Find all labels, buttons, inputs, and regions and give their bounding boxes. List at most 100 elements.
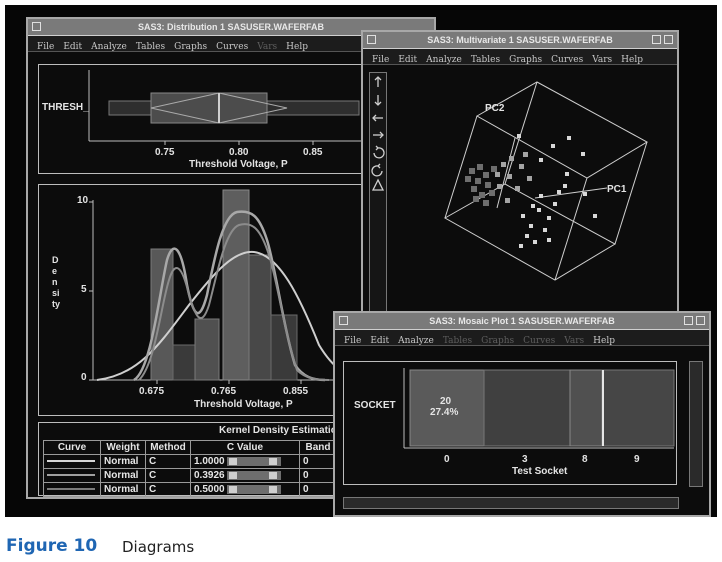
menu-file[interactable]: File [37, 42, 55, 52]
c-value-slider[interactable] [227, 470, 282, 480]
menu-curves[interactable]: Curves [216, 42, 249, 52]
curve-line-1 [47, 460, 95, 462]
kde-band: 0 [299, 454, 337, 469]
kde-table: Curve Weight Method C Value Band Normal … [43, 440, 337, 497]
box-plot-panel: THRESH_ 0.75 0.80 0.85 Threshold Voltage… [38, 64, 368, 174]
mosaic-cell-percent: 27.4% [430, 407, 459, 418]
menu-edit[interactable]: Edit [63, 42, 83, 52]
density-x-axis-label: Threshold Voltage, P [194, 399, 293, 410]
density-histogram[interactable] [39, 185, 369, 417]
menu-graphs[interactable]: Graphs [481, 336, 515, 346]
table-row[interactable]: Normal C 0.5000 0 [43, 482, 337, 497]
kde-col-curve: Curve [43, 440, 101, 455]
kde-weight: Normal [100, 468, 146, 483]
box-plot[interactable] [39, 65, 369, 175]
rotate-reverse-icon [371, 165, 383, 177]
distribution-window-title: SAS3: Distribution 1 SASUSER.WAFERFAB [137, 22, 325, 32]
maximize-button[interactable] [696, 316, 705, 325]
kde-c-value-cell: 0.5000 [190, 482, 300, 497]
mosaic-y-axis-label: SOCKET [354, 400, 396, 411]
box-xtick-0.75: 0.75 [155, 147, 175, 158]
menu-tables[interactable]: Tables [135, 42, 166, 52]
menu-curves[interactable]: Curves [523, 336, 556, 346]
window-menu-button[interactable] [32, 22, 41, 31]
mosaic-window: SAS3: Mosaic Plot 1 SASUSER.WAFERFAB Fil… [333, 311, 711, 517]
mosaic-category-0: 0 [444, 454, 450, 465]
menu-help[interactable]: Help [593, 336, 615, 346]
menu-edit[interactable]: Edit [370, 336, 390, 346]
mosaic-plot-panel: SOCKET 20 27.4% 0 3 8 9 Test Socket [343, 361, 677, 485]
menu-graphs[interactable]: Graphs [174, 42, 208, 52]
kde-c-value: 0.3926 [194, 470, 225, 481]
kde-c-value-cell: 0.3926 [190, 468, 300, 483]
kde-table-title: Kernel Density Estimation [219, 425, 343, 436]
density-plot-panel: 10 5 0 Density 0.675 0.765 0.855 Thresho… [38, 184, 368, 416]
menu-vars[interactable]: Vars [257, 42, 278, 52]
minimize-button[interactable] [652, 35, 661, 44]
table-row[interactable]: Normal C 0.3926 0 [43, 468, 337, 483]
kde-col-weight: Weight [100, 440, 146, 455]
density-ytick-10: 10 [77, 195, 89, 206]
menu-curves[interactable]: Curves [551, 55, 584, 65]
window-menu-button[interactable] [339, 316, 348, 325]
mosaic-title-bar[interactable]: SAS3: Mosaic Plot 1 SASUSER.WAFERFAB [335, 313, 709, 330]
curve-swatch [43, 482, 101, 497]
box-plot-variable-label: THRESH_ [42, 102, 89, 113]
menu-tables[interactable]: Tables [470, 55, 501, 65]
density-ytick-0: 0 [81, 372, 87, 383]
box-plot-x-axis-label: Threshold Voltage, P [189, 159, 288, 170]
desktop-screen: SAS3: Distribution 1 SASUSER.WAFERFAB Fi… [5, 5, 717, 517]
box-xtick-0.85: 0.85 [303, 147, 323, 158]
mosaic-plot[interactable] [344, 362, 678, 486]
table-row[interactable]: Normal C 1.0000 0 [43, 454, 337, 469]
menu-file[interactable]: File [344, 336, 362, 346]
kde-c-value-cell: 1.0000 [190, 454, 300, 469]
mosaic-category-3: 3 [522, 454, 528, 465]
menu-help[interactable]: Help [621, 55, 643, 65]
kde-c-value: 0.5000 [194, 484, 225, 495]
multivariate-title-bar[interactable]: SAS3: Multivariate 1 SASUSER.WAFERFAB [363, 32, 677, 49]
vertical-scrollbar[interactable] [689, 361, 703, 487]
menu-analyze[interactable]: Analyze [426, 55, 462, 65]
multivariate-menu-bar: File Edit Analyze Tables Graphs Curves Vars Hel… [363, 49, 677, 65]
c-value-slider[interactable] [227, 456, 282, 466]
kde-header-row: Curve Weight Method C Value Band [43, 440, 337, 455]
kde-col-method: Method [145, 440, 191, 455]
kde-method: C [145, 468, 191, 483]
kde-method: C [145, 454, 191, 469]
menu-vars[interactable]: Vars [564, 336, 585, 346]
menu-edit[interactable]: Edit [398, 55, 418, 65]
kde-band: 0 [299, 482, 337, 497]
window-menu-button[interactable] [367, 35, 376, 44]
mosaic-cell-count: 20 [440, 396, 452, 407]
c-value-slider[interactable] [227, 484, 282, 494]
mosaic-category-8: 8 [582, 454, 588, 465]
menu-analyze[interactable]: Analyze [91, 42, 127, 52]
density-ytick-5: 5 [81, 284, 87, 295]
distribution-title-bar[interactable]: SAS3: Distribution 1 SASUSER.WAFERFAB [28, 19, 434, 36]
horizontal-scrollbar[interactable] [343, 497, 679, 509]
triangle-icon [371, 178, 385, 191]
menu-file[interactable]: File [372, 55, 390, 65]
mosaic-category-9: 9 [634, 454, 640, 465]
minimize-button[interactable] [684, 316, 693, 325]
curve-line-3 [47, 488, 95, 490]
box-xtick-0.80: 0.80 [229, 147, 249, 158]
density-xtick-0.855: 0.855 [283, 386, 309, 397]
figure-caption: Diagrams [122, 538, 195, 556]
figure-number: Figure 10 [6, 536, 98, 556]
multivariate-window: SAS3: Multivariate 1 SASUSER.WAFERFAB Fi… [361, 30, 679, 320]
menu-vars[interactable]: Vars [592, 55, 613, 65]
density-xtick-0.675: 0.675 [139, 386, 165, 397]
kde-col-c-value: C Value [190, 440, 300, 455]
rotate-icon [373, 147, 385, 159]
kde-method: C [145, 482, 191, 497]
kde-col-band: Band [299, 440, 337, 455]
menu-help[interactable]: Help [286, 42, 308, 52]
menu-tables[interactable]: Tables [442, 336, 473, 346]
menu-graphs[interactable]: Graphs [509, 55, 543, 65]
menu-analyze[interactable]: Analyze [398, 336, 434, 346]
rotating-scatter-plot[interactable] [387, 68, 679, 320]
maximize-button[interactable] [664, 35, 673, 44]
rotation-toolbar [369, 72, 387, 318]
